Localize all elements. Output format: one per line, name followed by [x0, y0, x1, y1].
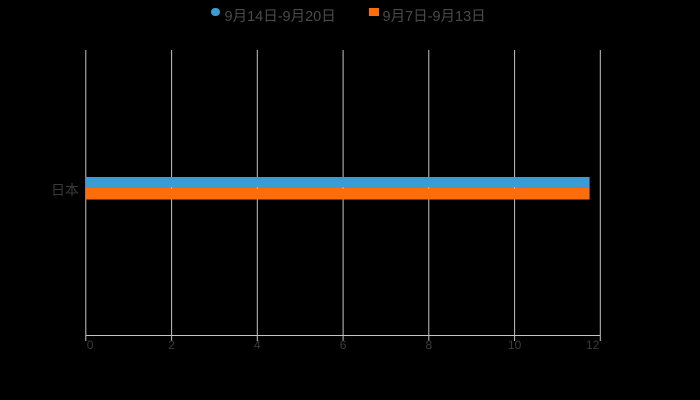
svg-text:2: 2: [168, 338, 175, 352]
svg-text:12: 12: [586, 338, 600, 352]
svg-text:10: 10: [508, 338, 522, 352]
svg-text:6: 6: [340, 338, 347, 352]
svg-text:0: 0: [87, 338, 94, 352]
svg-text:4: 4: [254, 338, 261, 352]
svg-text:8: 8: [425, 338, 432, 352]
